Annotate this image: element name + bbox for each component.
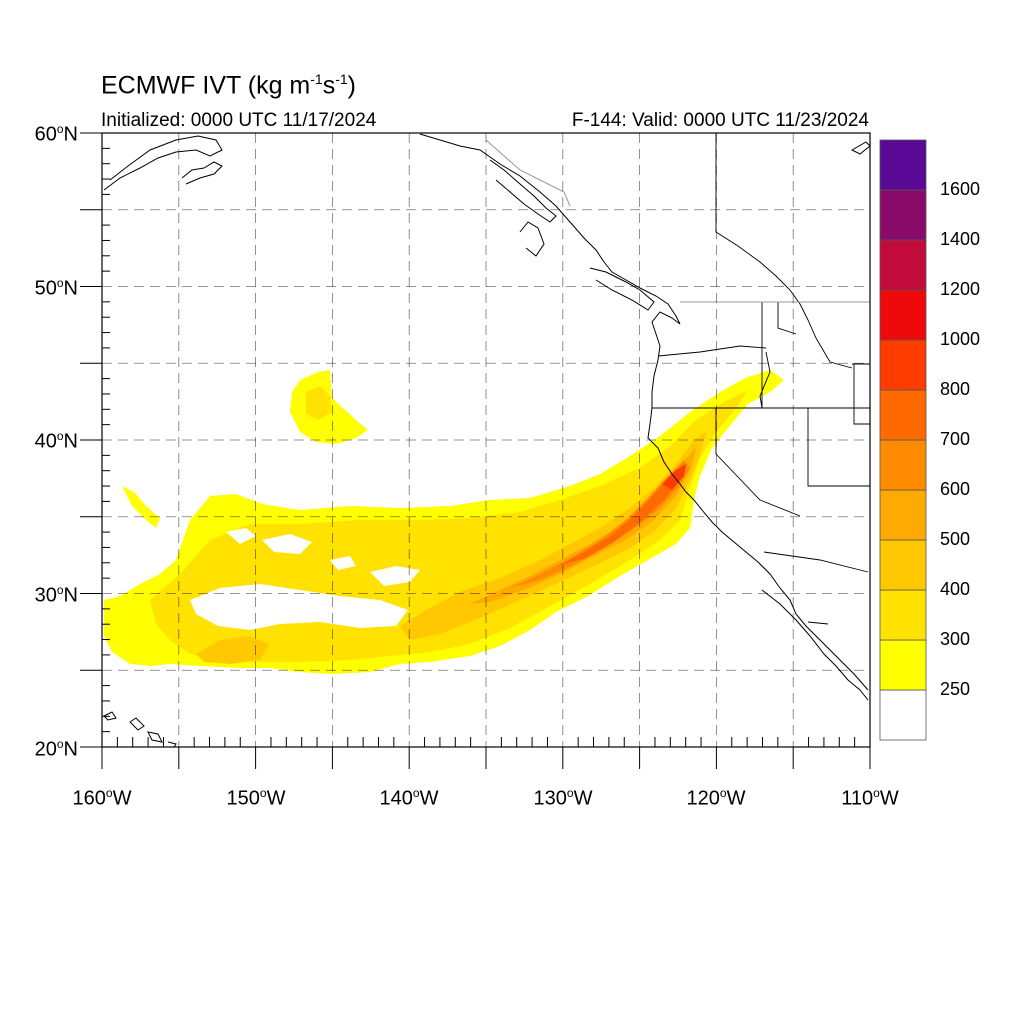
initialized-label: Initialized: 0000 UTC 11/17/2024 xyxy=(101,110,377,131)
colorbar-label: 500 xyxy=(940,529,971,549)
lon-label-110: 110oW xyxy=(841,786,899,810)
colorbar-label: 1400 xyxy=(940,229,981,249)
colorbar-swatch xyxy=(879,139,927,191)
ivt-contour-250-fragment xyxy=(122,486,160,528)
colorbar-swatch xyxy=(879,689,927,741)
colorbar-label: 700 xyxy=(940,429,971,449)
ivt-holes xyxy=(190,528,420,630)
gridlines xyxy=(102,133,870,747)
colorbar-label: 300 xyxy=(940,629,971,649)
lat-label-40: 40oN xyxy=(34,429,78,453)
colorbar-swatch xyxy=(879,389,927,441)
axis-ticks xyxy=(80,132,871,769)
colorbar-swatch xyxy=(879,189,927,241)
colorbar-swatch xyxy=(879,639,927,691)
colorbar-swatch xyxy=(879,339,927,391)
ivt-field xyxy=(104,370,784,674)
ivt-contour-300-blob xyxy=(306,386,332,420)
lon-label-140: 140oW xyxy=(379,786,439,810)
lon-label-130: 130oW xyxy=(533,786,593,810)
colorbar-swatch xyxy=(879,489,927,541)
lat-label-20: 20oN xyxy=(34,737,78,761)
lat-label-50: 50oN xyxy=(34,276,78,300)
map-title: ECMWF IVT (kg m-1s-1) xyxy=(101,71,356,100)
lat-label-60: 60oN xyxy=(34,122,78,146)
colorbar-label: 1600 xyxy=(940,179,981,199)
lon-label-150: 150oW xyxy=(226,786,286,810)
coastlines xyxy=(103,133,870,747)
ivt-contour-400 xyxy=(400,432,706,640)
colorbar-swatch xyxy=(879,239,927,291)
colorbar-label: 1000 xyxy=(940,329,981,349)
lat-label-30: 30oN xyxy=(34,583,78,607)
intl-borders xyxy=(485,139,870,303)
lon-label-120: 120oW xyxy=(686,786,746,810)
ivt-contour-600 xyxy=(510,460,690,588)
lon-label-160: 160oW xyxy=(72,786,132,810)
colorbar xyxy=(879,139,927,741)
colorbar-swatch xyxy=(879,539,927,591)
colorbar-swatch xyxy=(879,289,927,341)
colorbar-label: 400 xyxy=(940,579,971,599)
colorbar-swatch xyxy=(879,589,927,641)
colorbar-label: 1200 xyxy=(940,279,981,299)
colorbar-swatch xyxy=(879,439,927,491)
colorbar-label: 250 xyxy=(940,679,971,699)
state-borders xyxy=(652,133,870,625)
colorbar-label: 600 xyxy=(940,479,971,499)
valid-time-label: F-144: Valid: 0000 UTC 11/23/2024 xyxy=(571,110,869,131)
colorbar-label: 800 xyxy=(940,379,971,399)
ivt-contour-400-south xyxy=(196,636,270,664)
